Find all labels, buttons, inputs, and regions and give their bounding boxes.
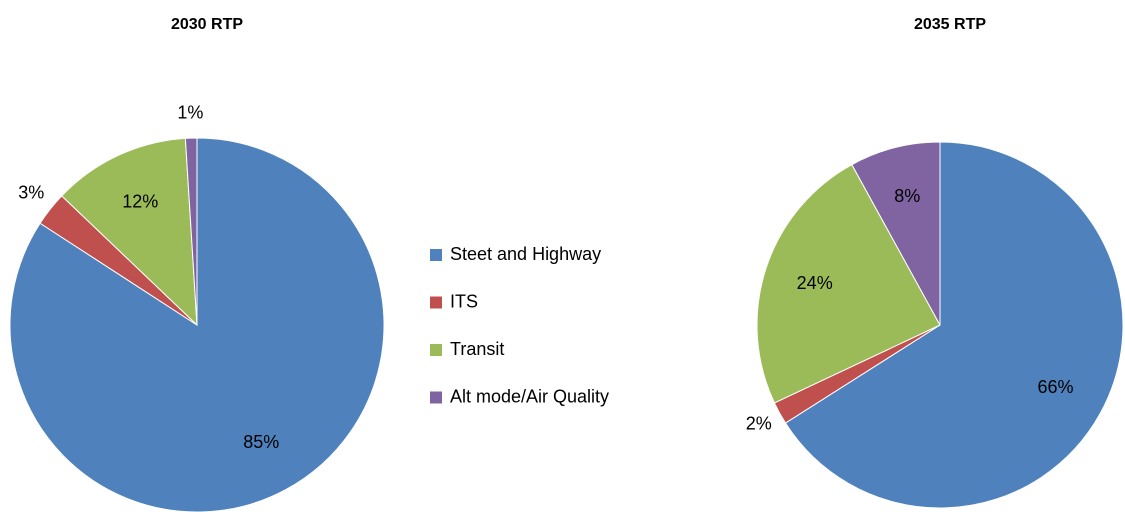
legend-label: ITS: [450, 291, 478, 311]
legend-swatch: [430, 391, 442, 404]
data-label: 12%: [122, 192, 158, 212]
pie-slice: [61, 137, 198, 327]
data-label: 2%: [746, 413, 772, 433]
legend-label: Steet and Highway: [450, 244, 601, 264]
legend-swatch: [430, 344, 442, 356]
chart-title: 2035 RTP: [914, 16, 986, 33]
legend-swatch: [430, 296, 442, 309]
legend-swatch: [430, 249, 442, 261]
chart-title: 2030 RTP: [171, 16, 243, 33]
legend-label: Transit: [450, 339, 504, 359]
data-label: 85%: [243, 432, 279, 452]
pie-slice: [851, 141, 941, 326]
pie-slice: [784, 141, 1124, 509]
data-label: 24%: [797, 273, 833, 293]
data-label: 1%: [177, 103, 203, 123]
pie-slice: [756, 163, 941, 404]
legend-label: Alt mode/Air Quality: [450, 386, 609, 406]
data-label: 3%: [18, 183, 44, 203]
data-label: 8%: [894, 186, 920, 206]
data-label: 66%: [1037, 377, 1073, 397]
pie-slice: [184, 137, 198, 326]
